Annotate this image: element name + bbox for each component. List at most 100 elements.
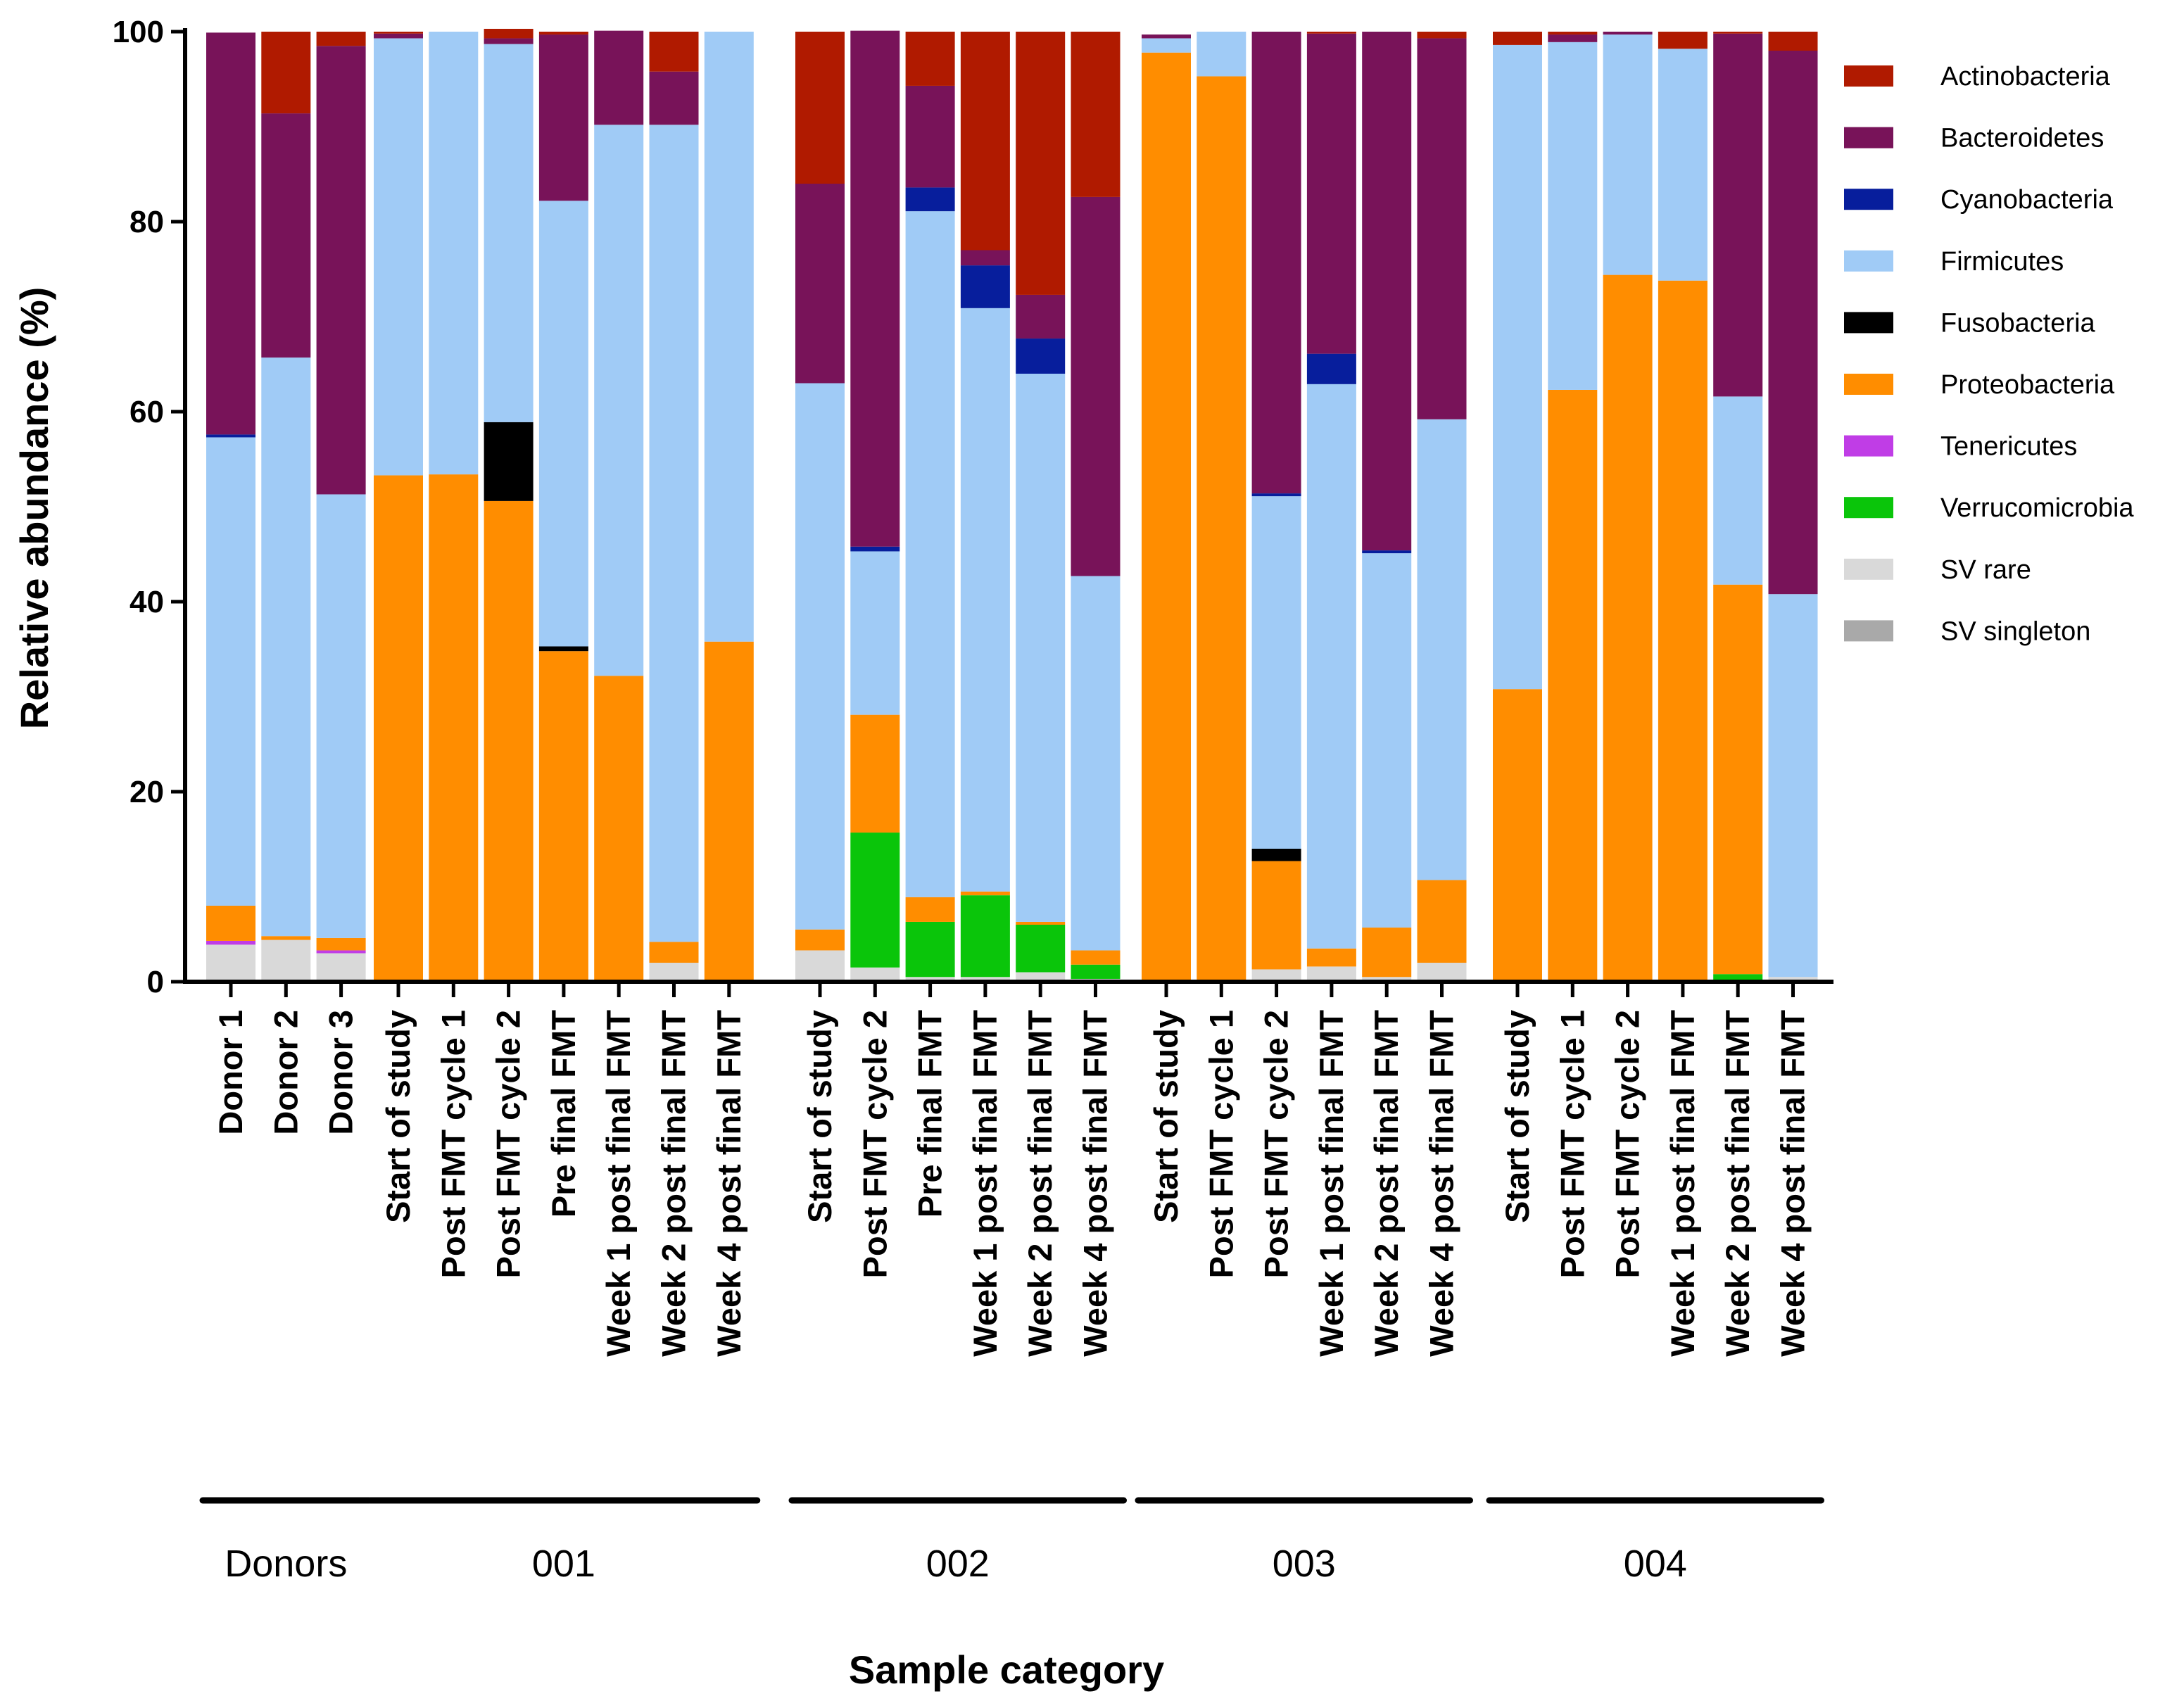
segment-bacteroidetes bbox=[1071, 196, 1121, 576]
segment-fusobacteria bbox=[484, 422, 534, 501]
segment-proteobacteria bbox=[1306, 948, 1356, 967]
segment-firmicutes bbox=[1251, 496, 1301, 849]
category-label: Week 4 post final FMT bbox=[710, 1010, 747, 1357]
y-tick-label: 20 bbox=[130, 775, 164, 809]
legend-label: SV rare bbox=[1940, 555, 2031, 585]
segment-sv-rare bbox=[316, 953, 366, 982]
segment-firmicutes bbox=[1197, 32, 1246, 77]
segment-bacteroidetes bbox=[1548, 34, 1598, 42]
segment-proteobacteria bbox=[429, 474, 479, 982]
category-label: Donor 1 bbox=[212, 1010, 249, 1135]
legend-swatch bbox=[1844, 374, 1893, 395]
category-label: Post FMT cycle 1 bbox=[1202, 1010, 1239, 1278]
segment-actinobacteria bbox=[484, 28, 534, 39]
segment-sv-rare bbox=[261, 940, 311, 982]
category-label: Week 1 post final FMT bbox=[1313, 1010, 1350, 1357]
segment-cyanobacteria bbox=[1362, 550, 1412, 554]
segment-firmicutes bbox=[1768, 594, 1818, 978]
bar-4 bbox=[374, 32, 423, 982]
segment-actinobacteria bbox=[1493, 32, 1542, 45]
segment-actinobacteria bbox=[795, 32, 845, 184]
segment-actinobacteria bbox=[1306, 32, 1356, 34]
legend-swatch bbox=[1844, 65, 1893, 87]
group-labels: Donors 001 002 003 004 bbox=[199, 1497, 1824, 1585]
segment-actinobacteria bbox=[905, 32, 955, 86]
segment-firmicutes bbox=[1713, 396, 1763, 585]
segment-firmicutes bbox=[1603, 34, 1653, 275]
bar-12 bbox=[850, 30, 900, 982]
segment-verrucomicrobia bbox=[1016, 925, 1066, 973]
category-label: Week 2 post final FMT bbox=[1719, 1010, 1756, 1357]
segment-sv-rare bbox=[795, 950, 845, 982]
axes-layer bbox=[183, 28, 1833, 984]
bar-22 bbox=[1417, 32, 1467, 982]
bar-5 bbox=[429, 32, 479, 982]
segment-sv-rare bbox=[850, 967, 900, 982]
segment-bacteroidetes bbox=[1417, 38, 1467, 419]
segment-bacteroidetes bbox=[206, 32, 255, 435]
group-label-donors: Donors bbox=[225, 1543, 347, 1585]
bar-17 bbox=[1142, 34, 1191, 982]
segment-firmicutes bbox=[484, 44, 534, 422]
bars-layer bbox=[206, 28, 1818, 982]
segment-proteobacteria bbox=[374, 475, 423, 982]
segment-sv-rare bbox=[1362, 977, 1412, 982]
bar-26 bbox=[1658, 32, 1708, 982]
segment-bacteroidetes bbox=[1768, 51, 1818, 595]
segment-cyanobacteria bbox=[850, 546, 900, 552]
legend-label: SV singleton bbox=[1940, 616, 2090, 646]
x-axis-title: Sample category bbox=[849, 1647, 1164, 1692]
segment-sv-rare bbox=[1306, 966, 1356, 982]
category-label: Start of study bbox=[801, 1010, 838, 1223]
segment-proteobacteria bbox=[538, 651, 588, 982]
segment-firmicutes bbox=[1306, 384, 1356, 949]
segment-proteobacteria bbox=[1548, 389, 1598, 982]
segment-firmicutes bbox=[850, 551, 900, 715]
category-label: Week 4 post final FMT bbox=[1077, 1010, 1114, 1357]
segment-cyanobacteria bbox=[1251, 493, 1301, 497]
segment-bacteroidetes bbox=[1713, 33, 1763, 397]
y-tick-label: 60 bbox=[130, 395, 164, 429]
bar-2 bbox=[261, 32, 311, 982]
category-label: Week 2 post final FMT bbox=[1368, 1010, 1405, 1357]
bar-27 bbox=[1713, 32, 1763, 982]
segment-firmicutes bbox=[1362, 553, 1412, 928]
segment-firmicutes bbox=[538, 201, 588, 647]
category-label: Week 1 post final FMT bbox=[966, 1010, 1004, 1357]
legend-item-verrucomicrobia: Verrucomicrobia bbox=[1844, 493, 2134, 523]
legend-swatch bbox=[1844, 189, 1893, 210]
bar-9 bbox=[649, 32, 699, 982]
segment-proteobacteria bbox=[1658, 280, 1708, 982]
segment-sv-rare bbox=[960, 977, 1010, 982]
bar-23 bbox=[1493, 32, 1542, 982]
segment-bacteroidetes bbox=[1016, 294, 1066, 339]
segment-sv-rare bbox=[649, 963, 699, 982]
bar-15 bbox=[1016, 32, 1066, 982]
segment-firmicutes bbox=[1142, 38, 1191, 53]
segment-firmicutes bbox=[1493, 44, 1542, 690]
category-label: Post FMT cycle 2 bbox=[490, 1010, 527, 1278]
segment-firmicutes bbox=[429, 32, 479, 475]
segment-cyanobacteria bbox=[960, 265, 1010, 308]
bar-3 bbox=[316, 32, 366, 982]
segment-actinobacteria bbox=[960, 32, 1010, 251]
legend-swatch bbox=[1844, 250, 1893, 272]
category-labels: Donor 1 Donor 2 Donor 3 Start of study Post … bbox=[212, 982, 1812, 1357]
bar-7 bbox=[538, 32, 588, 982]
segment-sv-rare bbox=[1251, 969, 1301, 982]
segment-bacteroidetes bbox=[795, 184, 845, 384]
y-tick-label: 100 bbox=[113, 15, 164, 49]
bar-28 bbox=[1768, 32, 1818, 982]
bar-10 bbox=[704, 32, 754, 982]
legend-swatch bbox=[1844, 620, 1893, 642]
segment-bacteroidetes bbox=[649, 71, 699, 125]
category-label: Start of study bbox=[1498, 1010, 1536, 1223]
segment-bacteroidetes bbox=[1362, 32, 1412, 551]
category-label: Post FMT cycle 2 bbox=[1258, 1010, 1295, 1278]
legend-swatch bbox=[1844, 127, 1893, 148]
bar-18 bbox=[1197, 32, 1246, 982]
segment-bacteroidetes bbox=[960, 250, 1010, 266]
legend-item-proteobacteria: Proteobacteria bbox=[1844, 370, 2115, 400]
segment-verrucomicrobia bbox=[1713, 974, 1763, 982]
